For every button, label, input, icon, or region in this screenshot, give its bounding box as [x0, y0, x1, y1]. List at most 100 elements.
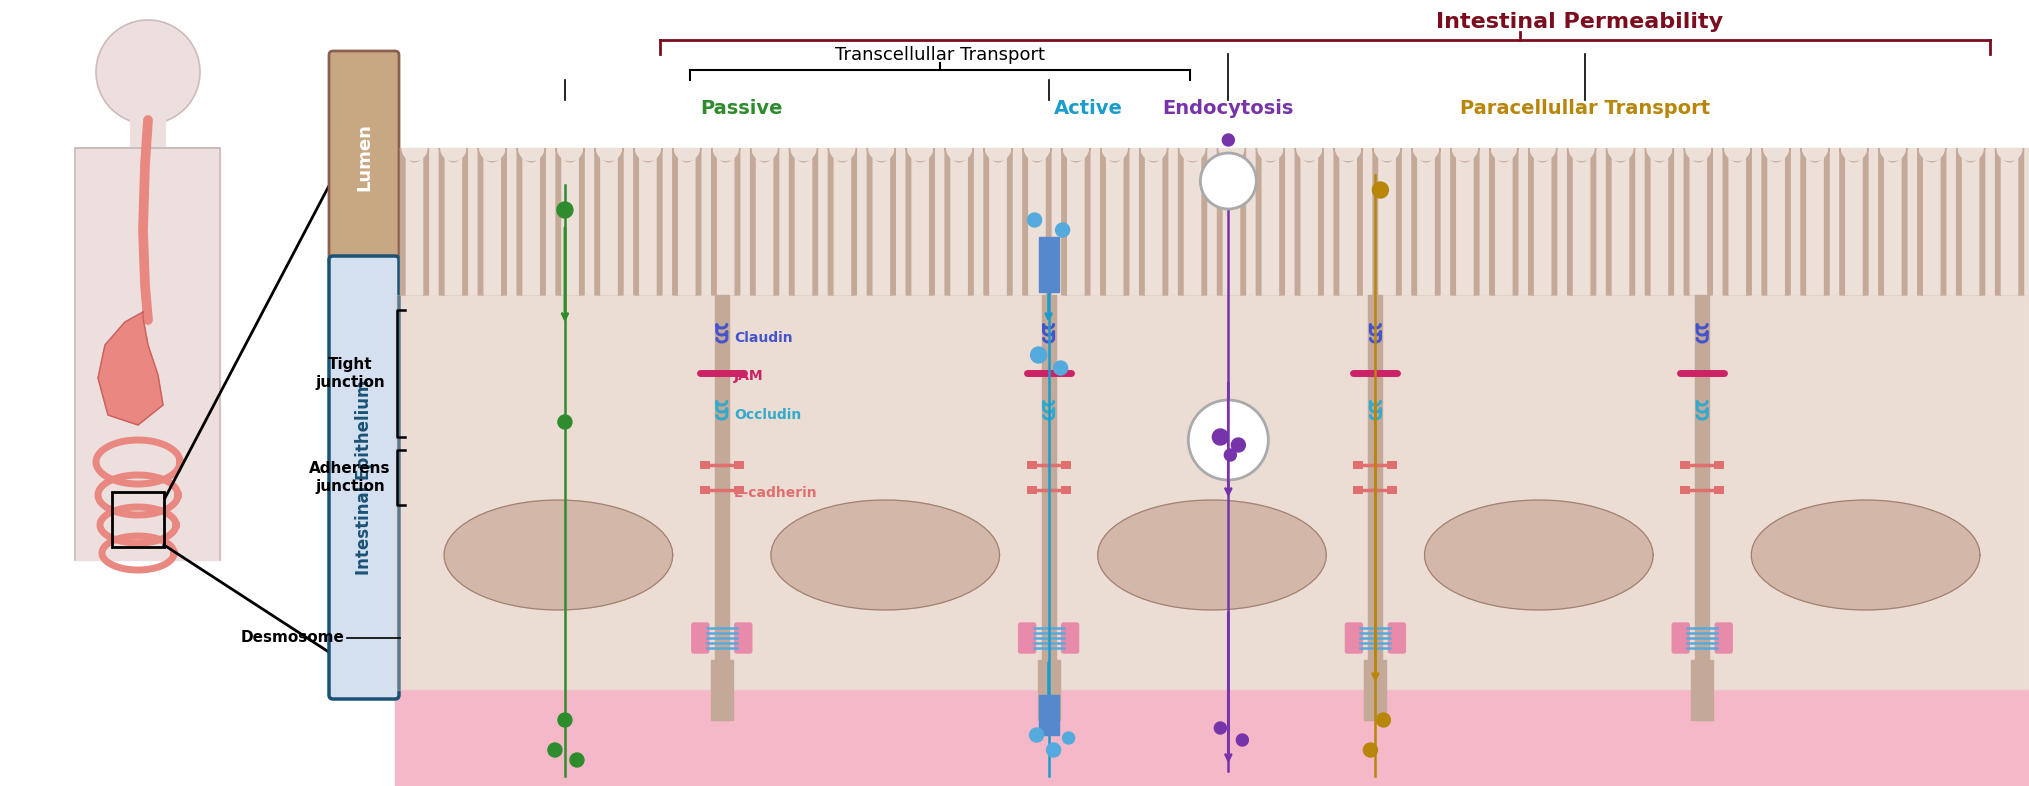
Polygon shape	[828, 148, 856, 295]
Circle shape	[1189, 400, 1268, 480]
Polygon shape	[990, 155, 1006, 295]
Polygon shape	[485, 155, 501, 295]
Polygon shape	[1146, 155, 1163, 295]
Polygon shape	[1380, 155, 1396, 295]
Polygon shape	[444, 155, 461, 295]
Bar	[130, 118, 166, 153]
Circle shape	[1221, 134, 1234, 146]
Bar	[1715, 461, 1725, 469]
FancyBboxPatch shape	[692, 623, 708, 653]
Circle shape	[1053, 361, 1067, 375]
Polygon shape	[1761, 148, 1790, 295]
Polygon shape	[866, 148, 895, 295]
Text: Occludin: Occludin	[734, 408, 801, 422]
Polygon shape	[1335, 148, 1361, 295]
Polygon shape	[834, 155, 850, 295]
FancyBboxPatch shape	[734, 623, 753, 653]
Bar	[700, 486, 710, 494]
Polygon shape	[1418, 155, 1435, 295]
Polygon shape	[1368, 295, 1382, 720]
Text: Tight
junction: Tight junction	[314, 358, 386, 390]
Polygon shape	[1489, 148, 1518, 295]
Bar	[1027, 486, 1037, 494]
Circle shape	[1055, 223, 1069, 237]
FancyBboxPatch shape	[1672, 623, 1690, 653]
Circle shape	[558, 415, 572, 429]
Circle shape	[1236, 734, 1248, 746]
Polygon shape	[1846, 155, 1863, 295]
Bar	[1715, 486, 1725, 494]
Polygon shape	[1049, 295, 1376, 690]
Polygon shape	[1690, 155, 1706, 295]
Polygon shape	[594, 148, 623, 295]
Polygon shape	[795, 155, 812, 295]
Bar	[1680, 461, 1690, 469]
Polygon shape	[674, 148, 700, 295]
Polygon shape	[517, 148, 546, 295]
Polygon shape	[718, 155, 734, 295]
Polygon shape	[1495, 155, 1512, 295]
Polygon shape	[633, 148, 661, 295]
Polygon shape	[75, 148, 219, 560]
Bar	[396, 690, 2029, 786]
Polygon shape	[1997, 148, 2023, 295]
Polygon shape	[1023, 148, 1051, 295]
Polygon shape	[771, 500, 1000, 610]
Polygon shape	[1374, 148, 1402, 295]
Polygon shape	[1140, 148, 1167, 295]
Polygon shape	[1956, 148, 1984, 295]
Polygon shape	[97, 312, 162, 425]
Polygon shape	[757, 155, 773, 295]
Circle shape	[1027, 213, 1041, 227]
Text: Passive: Passive	[700, 98, 783, 117]
Bar	[1388, 486, 1398, 494]
Text: E-cadherin: E-cadherin	[734, 486, 818, 500]
Polygon shape	[1729, 155, 1745, 295]
Polygon shape	[1041, 295, 1055, 720]
FancyBboxPatch shape	[1019, 623, 1035, 653]
Polygon shape	[1613, 155, 1629, 295]
Text: Intestinal Permeability: Intestinal Permeability	[1437, 12, 1723, 32]
Polygon shape	[1923, 155, 1940, 295]
Circle shape	[570, 753, 584, 767]
Polygon shape	[444, 500, 674, 610]
FancyBboxPatch shape	[1345, 623, 1361, 653]
Polygon shape	[1376, 295, 1702, 690]
Polygon shape	[1100, 148, 1128, 295]
Polygon shape	[1295, 148, 1323, 295]
Polygon shape	[789, 148, 818, 295]
Polygon shape	[1061, 148, 1090, 295]
Circle shape	[1223, 449, 1236, 461]
Polygon shape	[678, 155, 694, 295]
Circle shape	[556, 202, 572, 218]
Polygon shape	[1885, 155, 1901, 295]
Bar	[1061, 486, 1071, 494]
Text: Paracellullar Transport: Paracellullar Transport	[1461, 98, 1710, 117]
Text: Intestinal Epithelium: Intestinal Epithelium	[355, 380, 373, 575]
Polygon shape	[2001, 155, 2017, 295]
Polygon shape	[556, 148, 584, 295]
FancyBboxPatch shape	[1388, 623, 1406, 653]
Polygon shape	[1412, 148, 1441, 295]
Text: Adherens
junction: Adherens junction	[308, 461, 392, 494]
Polygon shape	[1962, 155, 1978, 295]
Polygon shape	[1179, 148, 1207, 295]
Polygon shape	[1363, 660, 1386, 720]
Polygon shape	[1572, 155, 1589, 295]
Circle shape	[548, 743, 562, 757]
Polygon shape	[751, 148, 779, 295]
Polygon shape	[562, 155, 578, 295]
Circle shape	[558, 713, 572, 727]
Circle shape	[1063, 732, 1075, 744]
Polygon shape	[1262, 155, 1278, 295]
Bar	[1061, 461, 1071, 469]
Polygon shape	[1424, 500, 1654, 610]
Text: Transcellullar Transport: Transcellullar Transport	[836, 46, 1045, 64]
Polygon shape	[1256, 148, 1284, 295]
Polygon shape	[601, 155, 617, 295]
Bar	[1680, 486, 1690, 494]
Polygon shape	[1684, 148, 1712, 295]
Polygon shape	[1528, 148, 1556, 295]
Polygon shape	[710, 660, 732, 720]
Text: Active: Active	[1053, 98, 1122, 117]
